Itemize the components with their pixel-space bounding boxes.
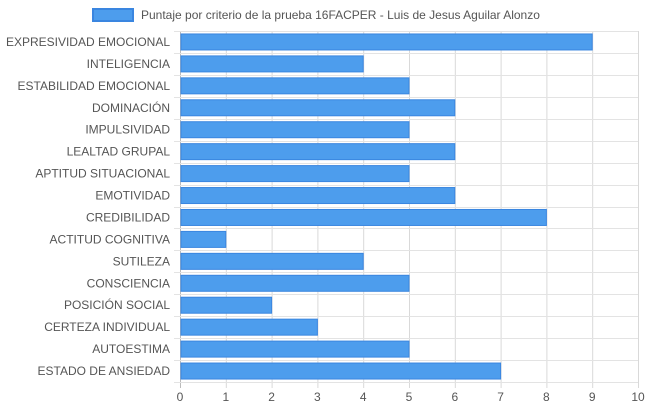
- x-axis-tick-labels: 0 1 2 3 4 5 6 7 8 9 10: [177, 390, 645, 404]
- bar[interactable]: [180, 143, 456, 161]
- bar[interactable]: [180, 99, 456, 117]
- category-labels: EXPRESIVIDAD EMOCIONAL INTELIGENCIA ESTABI…: [6, 35, 170, 378]
- bar[interactable]: [180, 252, 364, 270]
- category-label: ESTABILIDAD EMOCIONAL: [18, 79, 171, 93]
- category-label: IMPULSIVIDAD: [85, 123, 170, 137]
- x-tick-label: 1: [222, 390, 229, 404]
- x-tick-label: 5: [406, 390, 413, 404]
- bars: [180, 33, 593, 380]
- bar[interactable]: [180, 33, 593, 51]
- category-label: CONSCIENCIA: [87, 276, 170, 290]
- category-label: SUTILEZA: [113, 254, 170, 268]
- category-label: LEALTAD GRUPAL: [67, 145, 171, 159]
- bar[interactable]: [180, 165, 410, 183]
- legend-swatch: [92, 8, 134, 22]
- legend[interactable]: Puntaje por criterio de la prueba 16FACP…: [92, 8, 540, 22]
- bar[interactable]: [180, 230, 227, 248]
- x-tick-label: 2: [268, 390, 275, 404]
- bar[interactable]: [180, 274, 410, 292]
- bar[interactable]: [180, 55, 364, 73]
- category-label: APTITUD SITUACIONAL: [35, 167, 170, 181]
- x-tick-label: 0: [177, 390, 184, 404]
- bar[interactable]: [180, 362, 502, 380]
- x-tick-label: 3: [314, 390, 321, 404]
- x-tick-label: 9: [589, 390, 596, 404]
- category-label: ACTITUD COGNITIVA: [50, 232, 170, 246]
- x-tick-label: 4: [360, 390, 367, 404]
- bar[interactable]: [180, 77, 410, 95]
- category-label: ESTADO DE ANSIEDAD: [38, 364, 171, 378]
- category-label: POSICIÓN SOCIAL: [64, 297, 170, 312]
- category-label: EXPRESIVIDAD EMOCIONAL: [6, 35, 170, 49]
- category-label: AUTOESTIMA: [92, 342, 170, 356]
- legend-label: Puntaje por criterio de la prueba 16FACP…: [141, 8, 540, 22]
- x-tick-label: 6: [451, 390, 458, 404]
- category-label: CREDIBILIDAD: [86, 210, 170, 224]
- bar[interactable]: [180, 187, 456, 205]
- category-label: INTELIGENCIA: [87, 57, 170, 71]
- bar[interactable]: [180, 296, 273, 314]
- bar[interactable]: [180, 121, 410, 139]
- x-tick-label: 7: [497, 390, 504, 404]
- category-label: EMOTIVIDAD: [95, 189, 170, 203]
- x-tick-label: 8: [543, 390, 550, 404]
- x-tick-label: 10: [631, 390, 645, 404]
- bar[interactable]: [180, 340, 410, 358]
- bar[interactable]: [180, 208, 547, 226]
- bar[interactable]: [180, 318, 318, 336]
- category-label: CERTEZA INDIVIDUAL: [44, 320, 170, 334]
- category-label: DOMINACIÓN: [92, 100, 170, 115]
